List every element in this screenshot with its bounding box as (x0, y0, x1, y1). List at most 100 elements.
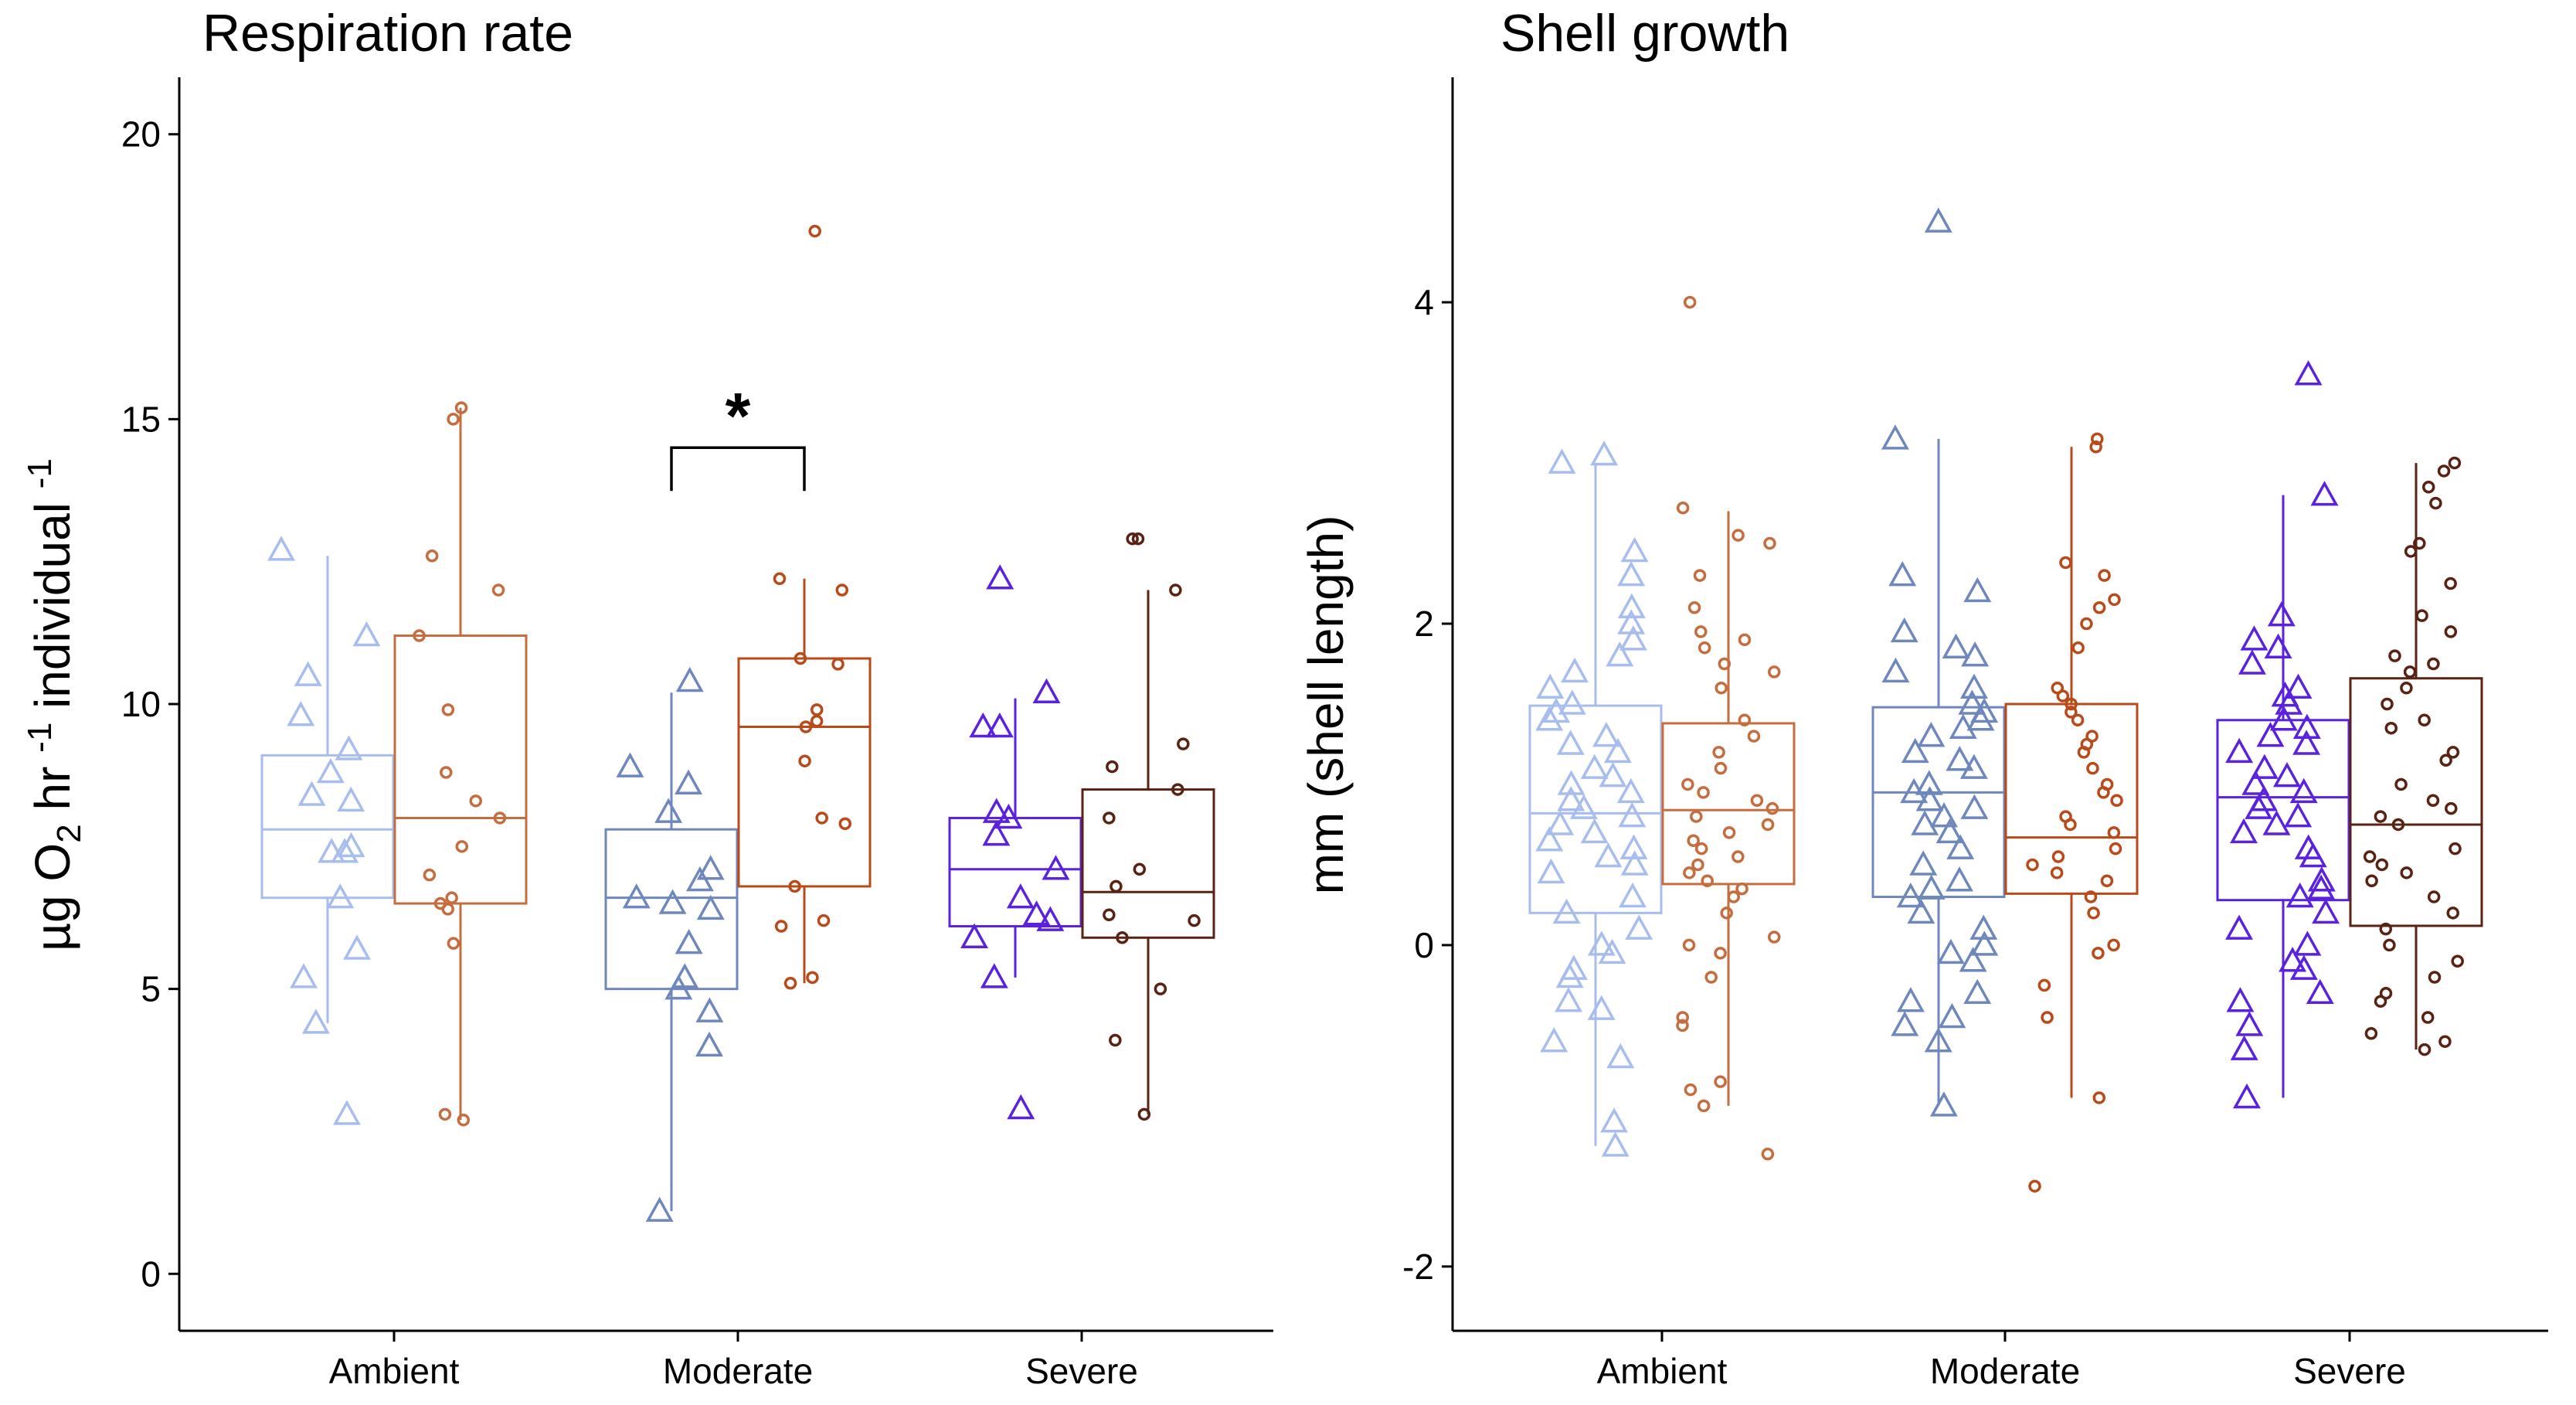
box-iqr (2004, 702, 2139, 895)
data-point-circle (491, 583, 505, 597)
data-point-circle (1714, 1075, 1727, 1088)
data-point-triangle (2293, 930, 2322, 956)
data-point-circle (493, 811, 507, 825)
data-point-circle (2098, 569, 2111, 582)
data-point-circle (1684, 1083, 1698, 1097)
data-point-circle (2421, 481, 2435, 494)
data-point-triangle (1556, 730, 1585, 755)
data-point-triangle (1580, 818, 1609, 844)
data-point-triangle (1900, 777, 1929, 804)
box-iqr (260, 754, 395, 900)
data-point-circle (1763, 536, 1776, 550)
data-point-circle (1768, 930, 1781, 944)
data-point-circle (838, 817, 851, 831)
data-point-circle (2413, 536, 2426, 550)
data-point-triangle (695, 997, 724, 1022)
data-point-circle (1683, 295, 1697, 309)
data-point-circle (2446, 907, 2459, 920)
data-point-triangle (1617, 561, 1646, 587)
data-point-circle (2026, 858, 2039, 872)
data-point-triangle (1535, 706, 1564, 731)
data-point-triangle (1896, 987, 1925, 1012)
x-tick-label: Ambient (1597, 1351, 1728, 1391)
data-point-triangle (2292, 730, 2321, 755)
data-point-triangle (326, 883, 355, 909)
data-point-circle (798, 754, 811, 767)
data-point-circle (1722, 826, 1736, 839)
data-point-circle (1727, 890, 1740, 903)
data-point-circle (1738, 713, 1752, 727)
data-point-triangle (2273, 761, 2301, 788)
data-point-triangle (664, 975, 693, 1000)
data-point-circle (2449, 842, 2462, 856)
data-point-circle (806, 971, 819, 985)
data-point-triangle (1592, 721, 1620, 747)
data-point-triangle (1890, 617, 1918, 643)
data-point-triangle (1970, 930, 1999, 956)
data-point-circle (2077, 746, 2091, 759)
data-point-circle (2365, 874, 2378, 887)
data-point-circle (2065, 706, 2078, 719)
box-moderate-circle (737, 224, 872, 990)
data-point-circle (1718, 657, 1731, 671)
data-point-triangle (1924, 207, 1952, 233)
box-severe-triangle (948, 564, 1082, 1120)
data-point-circle (2429, 496, 2442, 510)
data-point-triangle (1917, 874, 1946, 900)
data-point-circle (2028, 1179, 2041, 1193)
data-point-triangle (1036, 906, 1065, 931)
data-point-triangle (1620, 850, 1649, 876)
data-point-circle (1110, 879, 1123, 893)
data-point-circle (1694, 625, 1708, 638)
data-point-triangle (331, 838, 359, 863)
x-tick-label: Ambient (329, 1351, 460, 1391)
data-point-circle (441, 703, 455, 716)
data-point-triangle (969, 712, 997, 738)
data-point-circle (2064, 818, 2077, 832)
data-point-circle (2391, 818, 2405, 832)
data-point-triangle (2275, 689, 2303, 715)
data-point-circle (1712, 746, 1725, 759)
data-point-triangle (1616, 777, 1645, 804)
data-point-circle (2364, 1027, 2378, 1040)
chart-panel-1: Respiration rate 0 5 10 15 20 Ambient Moderate S… (21, 4, 1273, 1391)
data-point-circle (1171, 783, 1184, 796)
data-point-triangle (675, 929, 703, 954)
data-point-circle (2415, 609, 2428, 622)
data-point-circle (2439, 754, 2452, 767)
data-point-triangle (2250, 754, 2279, 779)
data-point-triangle (1888, 561, 1917, 587)
data-point-circle (413, 629, 426, 642)
y-axis-label-part: 2 (50, 824, 88, 842)
data-point-triangle (2225, 737, 2254, 764)
y-axis-label-part: hr (25, 753, 80, 824)
data-point-circle (794, 651, 807, 665)
data-point-circle (2388, 649, 2401, 662)
data-point-circle (1126, 532, 1139, 546)
data-point-triangle (675, 666, 704, 692)
data-point-circle (1714, 947, 1727, 960)
data-point-triangle (1935, 818, 1964, 844)
data-point-triangle (1619, 882, 1647, 908)
data-point-triangle (1625, 914, 1653, 940)
data-point-circle (2056, 689, 2070, 702)
data-point-triangle (1557, 786, 1585, 811)
y-tick-label: 20 (121, 114, 161, 155)
box-iqr (2349, 677, 2483, 927)
data-point-circle (2071, 641, 2085, 655)
data-point-triangle (267, 536, 295, 561)
data-point-triangle (1007, 1094, 1035, 1120)
data-point-circle (1735, 882, 1748, 896)
data-point-circle (447, 937, 460, 950)
box-iqr (1081, 788, 1215, 939)
x-tick-label: Moderate (663, 1351, 813, 1391)
data-point-circle (2071, 713, 2085, 727)
data-point-circle (2448, 456, 2462, 470)
y-tick-label: 0 (141, 1254, 161, 1294)
data-point-circle (835, 583, 849, 597)
data-point-triangle (1548, 448, 1576, 474)
data-point-circle (2444, 577, 2457, 590)
data-point-triangle (1557, 770, 1585, 795)
data-point-triangle (616, 752, 644, 777)
data-point-triangle (1909, 850, 1938, 876)
